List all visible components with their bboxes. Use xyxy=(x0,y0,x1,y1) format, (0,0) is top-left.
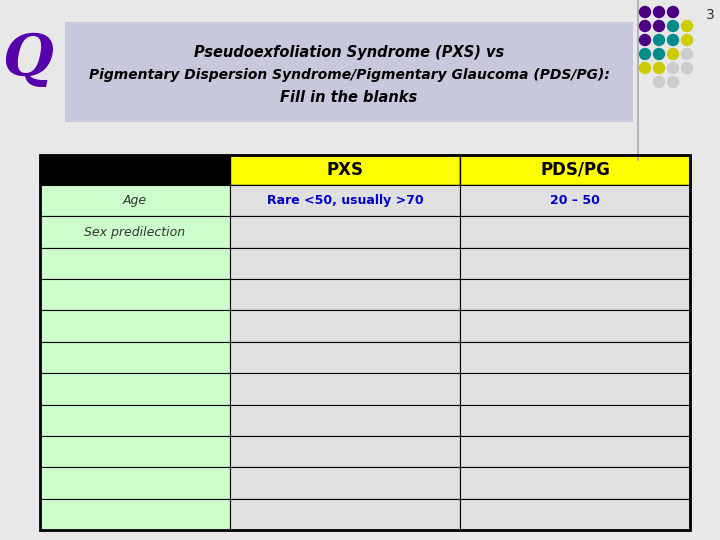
Circle shape xyxy=(667,77,678,87)
Text: 3: 3 xyxy=(706,8,715,22)
Bar xyxy=(460,373,690,404)
Text: Pigmentary Dispersion Syndrome/Pigmentary Glaucoma (PDS/PG):: Pigmentary Dispersion Syndrome/Pigmentar… xyxy=(89,68,609,82)
Circle shape xyxy=(654,35,665,45)
Bar xyxy=(40,185,230,217)
Bar xyxy=(460,467,690,498)
Circle shape xyxy=(682,49,693,59)
Circle shape xyxy=(654,21,665,31)
Bar xyxy=(460,436,690,467)
Text: Age: Age xyxy=(123,194,147,207)
Bar xyxy=(460,310,690,342)
Bar xyxy=(40,155,230,185)
Circle shape xyxy=(639,35,650,45)
Bar xyxy=(230,310,460,342)
Bar xyxy=(230,185,460,217)
Circle shape xyxy=(654,6,665,17)
Circle shape xyxy=(654,77,665,87)
Text: Q: Q xyxy=(3,32,53,88)
Bar xyxy=(40,498,230,530)
Bar xyxy=(230,373,460,404)
Circle shape xyxy=(639,6,650,17)
Text: Pseudoexfoliation Syndrome (PXS) vs: Pseudoexfoliation Syndrome (PXS) vs xyxy=(194,44,504,59)
Bar xyxy=(460,217,690,248)
Text: 20 – 50: 20 – 50 xyxy=(550,194,600,207)
Bar xyxy=(40,436,230,467)
Circle shape xyxy=(682,21,693,31)
Text: Fill in the blanks: Fill in the blanks xyxy=(280,91,418,105)
Bar xyxy=(40,279,230,310)
Bar xyxy=(40,217,230,248)
Bar xyxy=(230,217,460,248)
Circle shape xyxy=(667,49,678,59)
Bar xyxy=(460,404,690,436)
Bar xyxy=(65,22,633,122)
Circle shape xyxy=(682,35,693,45)
Bar xyxy=(230,436,460,467)
Text: PXS: PXS xyxy=(326,161,364,179)
Bar xyxy=(230,342,460,373)
Bar xyxy=(230,248,460,279)
Bar xyxy=(40,342,230,373)
Circle shape xyxy=(639,21,650,31)
Circle shape xyxy=(682,63,693,73)
Bar xyxy=(40,373,230,404)
Bar xyxy=(230,498,460,530)
Bar xyxy=(230,404,460,436)
Text: Sex predilection: Sex predilection xyxy=(84,226,186,239)
Bar xyxy=(40,404,230,436)
Bar xyxy=(230,155,460,185)
Circle shape xyxy=(639,63,650,73)
Bar xyxy=(460,498,690,530)
Bar xyxy=(230,279,460,310)
Bar xyxy=(40,155,690,530)
Circle shape xyxy=(654,49,665,59)
Bar xyxy=(40,310,230,342)
Circle shape xyxy=(667,21,678,31)
Bar xyxy=(460,248,690,279)
Circle shape xyxy=(654,63,665,73)
Bar xyxy=(40,467,230,498)
Circle shape xyxy=(667,6,678,17)
Bar xyxy=(460,185,690,217)
Bar xyxy=(40,248,230,279)
Bar xyxy=(460,155,690,185)
Circle shape xyxy=(667,63,678,73)
Text: Rare <50, usually >70: Rare <50, usually >70 xyxy=(266,194,423,207)
Text: PDS/PG: PDS/PG xyxy=(540,161,610,179)
Bar xyxy=(460,279,690,310)
Bar xyxy=(460,342,690,373)
Circle shape xyxy=(667,35,678,45)
Circle shape xyxy=(639,49,650,59)
Bar xyxy=(230,467,460,498)
